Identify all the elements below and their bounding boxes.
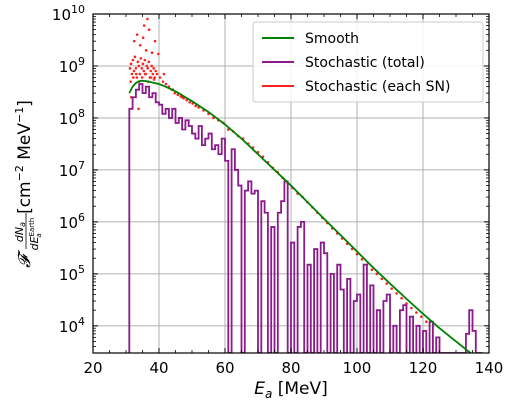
x-tick-label: 100 (343, 359, 372, 377)
scatter-point (140, 67, 144, 70)
scatter-point (143, 58, 147, 62)
x-tick-label: 60 (215, 359, 234, 377)
scatter-point (146, 17, 149, 21)
y-tick-label: 105 (59, 263, 85, 284)
scatter-point (149, 69, 153, 73)
scatter-point (370, 268, 374, 272)
scatter-point (415, 311, 418, 314)
scatter-point (410, 306, 413, 310)
x-tick-label: 140 (475, 359, 504, 377)
scatter-point (405, 302, 408, 305)
scatter-point (360, 258, 364, 261)
legend-label: Stochastic (each SN) (305, 79, 450, 95)
scatter-point (150, 64, 154, 68)
scatter-point (153, 76, 157, 79)
x-tick-label: 20 (83, 359, 102, 377)
scatter-point (143, 72, 147, 76)
y-tick-label: 106 (59, 211, 85, 232)
scatter-point (141, 36, 145, 39)
scatter-point (194, 104, 197, 108)
scatter-point (420, 315, 423, 318)
scatter-point (129, 80, 132, 83)
scatter-point (133, 55, 137, 59)
svg-text:dNa: dNa (13, 222, 27, 242)
plot-area (128, 17, 483, 353)
scatter-point (137, 64, 141, 68)
scatter-point (152, 78, 156, 81)
scatter-point (375, 272, 379, 276)
scatter-point (152, 67, 156, 70)
scatter-point (135, 76, 139, 79)
scatter-point (130, 72, 134, 76)
x-tick-label: 120 (409, 359, 438, 377)
scatter-point (153, 39, 157, 43)
scatter-point (188, 100, 191, 104)
scatter-point (185, 98, 189, 102)
scatter-point (164, 82, 168, 86)
scatter-point (136, 60, 140, 64)
scatter-point (176, 93, 180, 97)
scatter-point (140, 76, 144, 79)
scatter-point (144, 49, 148, 52)
series-stochastic-total (128, 83, 483, 353)
scatter-point (138, 43, 142, 47)
scatter-point (128, 67, 132, 70)
scatter-point (149, 76, 153, 79)
scatter-point (147, 28, 151, 31)
scatter-point (355, 252, 359, 256)
scatter-point (132, 39, 136, 43)
scatter-point (400, 296, 403, 300)
legend-label: Stochastic (total) (305, 55, 425, 71)
scatter-point (131, 58, 135, 62)
scatter-point (173, 91, 177, 95)
scatter-point (162, 72, 166, 76)
scatter-point (135, 33, 139, 36)
scatter-point (154, 69, 157, 73)
scatter-point (134, 72, 138, 76)
scatter-point (137, 107, 140, 111)
scatter-point (129, 62, 133, 66)
svg-text:𝓕 [cm−2 MeV−1]: 𝓕 [cm−2 MeV−1] (13, 100, 35, 268)
y-tick-label: 108 (59, 107, 85, 128)
x-axis-label: Ea [MeV] (254, 379, 328, 401)
legend-box (252, 21, 484, 103)
scatter-point (146, 67, 150, 70)
scatter-point (385, 282, 389, 285)
y-tick-label: 107 (59, 159, 85, 180)
scatter-point (141, 62, 145, 66)
scatter-point (138, 72, 142, 76)
scatter-point (134, 67, 138, 70)
scatter-point (425, 320, 428, 324)
scatter-point (139, 57, 143, 60)
scatter-point (390, 287, 393, 290)
series-smooth (128, 79, 472, 353)
x-tick-label: 80 (281, 359, 300, 377)
y-tick-label: 104 (59, 315, 85, 336)
scatter-point (157, 52, 160, 56)
x-tick-label: 40 (149, 359, 168, 377)
scatter-point (158, 76, 162, 79)
axis-ticks: 20 40 60 80 100 120 140 104 105 106 107 108 109 1010 (52, 3, 503, 377)
scatter-point (151, 72, 155, 76)
scatter-point (161, 80, 165, 83)
scatter-point (132, 69, 136, 73)
scatter-point (380, 277, 384, 281)
scatter-point (142, 69, 146, 73)
legend: Smooth Stochastic (total) Stochastic (each… (252, 21, 484, 103)
scatter-point (147, 60, 151, 64)
y-tick-label: 1010 (52, 3, 85, 24)
scatter-point (142, 24, 146, 27)
y-tick-label: 109 (59, 55, 85, 76)
scatter-point (131, 76, 135, 79)
scatter-point (395, 292, 398, 295)
svg-text:dEEartha: dEEartha (28, 218, 43, 251)
scatter-point (150, 51, 154, 55)
scatter-point (155, 72, 159, 76)
y-axis-label: 𝓕 [cm−2 MeV−1] dNa dEEartha (13, 100, 43, 268)
legend-label: Smooth (305, 31, 359, 47)
scatter-point (145, 64, 149, 68)
